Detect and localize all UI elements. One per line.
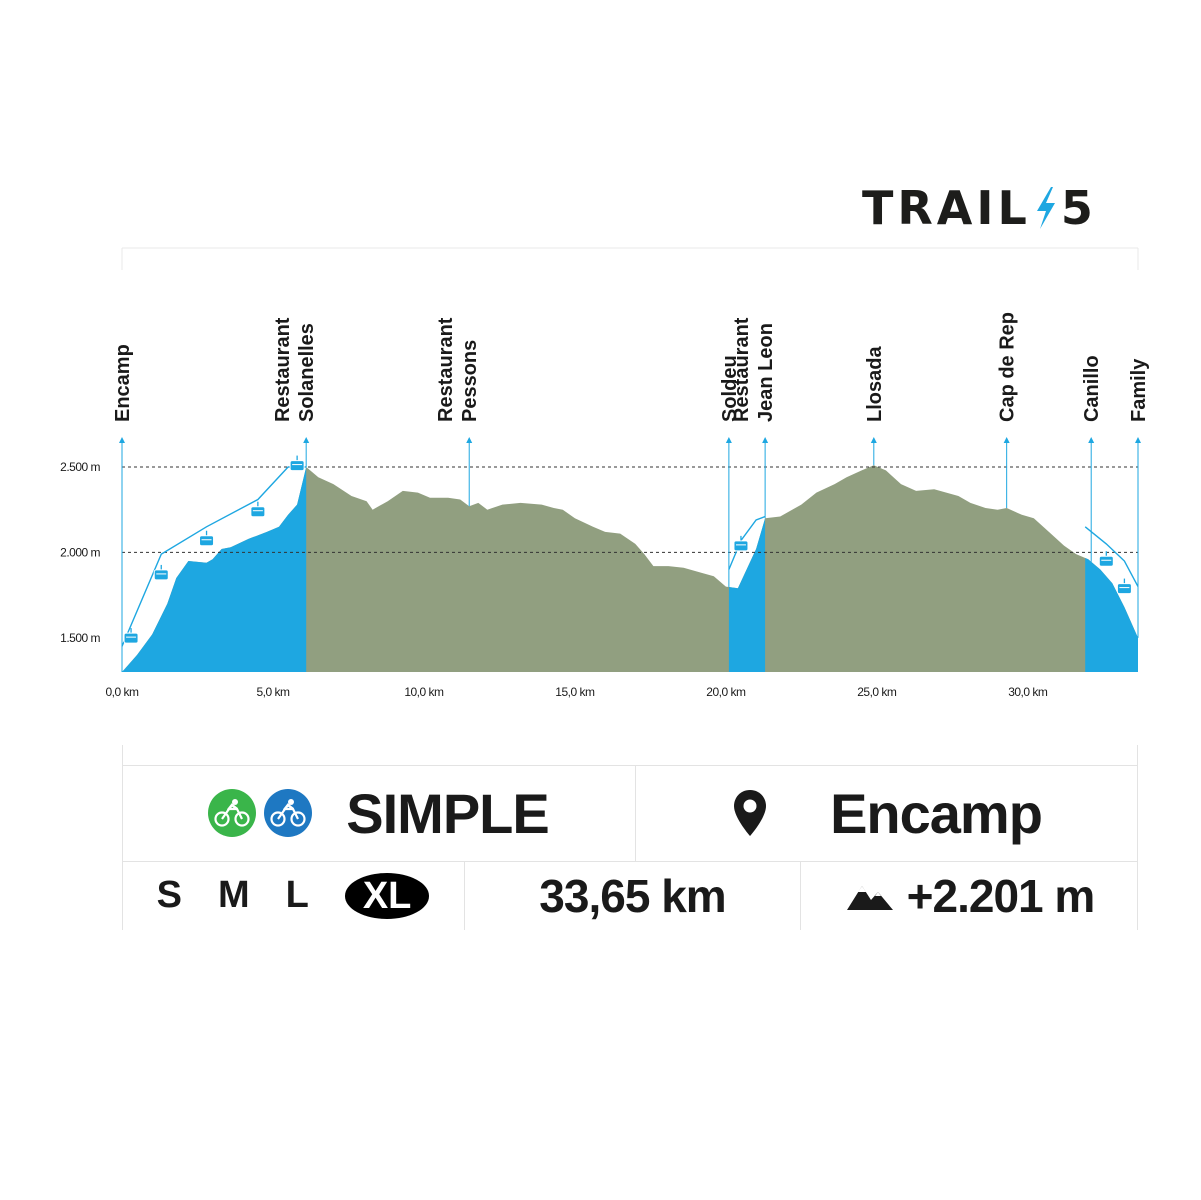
info-row-top: SIMPLE Encamp bbox=[122, 765, 1138, 861]
waypoint-label: Solanelles bbox=[296, 323, 318, 422]
x-tick-label: 30,0 km bbox=[1008, 685, 1048, 699]
cable-line-2 bbox=[1084, 526, 1139, 587]
distance-cell: 33,65 km bbox=[465, 861, 801, 930]
distance-value: 33,65 km bbox=[539, 869, 726, 922]
green-bike-icon bbox=[208, 789, 257, 837]
waypoint-arrow-icon bbox=[725, 437, 732, 443]
lift-area-0 bbox=[122, 467, 307, 672]
waypoint-arrow-icon bbox=[303, 437, 310, 443]
waypoint-arrow-icon bbox=[870, 437, 877, 443]
waypoint-arrow-icon bbox=[762, 437, 769, 443]
cable-line-1 bbox=[728, 515, 766, 570]
info-mid-border bbox=[122, 861, 1138, 862]
x-tick-label: 0,0 km bbox=[105, 685, 139, 699]
lift-area-2 bbox=[1085, 558, 1138, 672]
waypoint-arrow-icon bbox=[1088, 437, 1095, 443]
x-tick-label: 5,0 km bbox=[256, 685, 290, 699]
cabin-icon bbox=[153, 564, 169, 581]
waypoint-arrow-icon bbox=[1003, 437, 1010, 443]
size-s: S bbox=[156, 874, 182, 916]
info-left-border bbox=[122, 745, 123, 930]
size-l: L bbox=[285, 874, 309, 916]
route-info: SIMPLE Encamp S M L XL 33,65 km bbox=[122, 745, 1138, 930]
trail-logo: TRAIL 5 bbox=[862, 182, 1097, 234]
waypoint-label: Canillo bbox=[1081, 355, 1103, 422]
logo-text-right: 5 bbox=[1060, 181, 1097, 235]
cabin-body bbox=[1116, 583, 1132, 595]
trail-area bbox=[122, 465, 1138, 672]
waypoint-arrow-icon bbox=[466, 437, 473, 443]
info-row-bottom: S M L XL 33,65 km +2.201 m bbox=[122, 861, 1138, 930]
info-right-border bbox=[1137, 745, 1138, 930]
waypoint-label: Jean Leon bbox=[755, 323, 777, 422]
lift-cables bbox=[121, 455, 1139, 647]
cabin-icon bbox=[250, 501, 266, 518]
waypoint-label: Family bbox=[1128, 358, 1150, 422]
x-tick-label: 25,0 km bbox=[857, 685, 897, 699]
lift-area-1 bbox=[728, 518, 766, 672]
size-xl-selected: XL bbox=[344, 872, 430, 919]
start-location: Encamp bbox=[830, 781, 1043, 845]
cabin-icon bbox=[1116, 578, 1132, 595]
cabin-body bbox=[733, 540, 749, 552]
waypoint-label: Pessons bbox=[459, 340, 481, 422]
waypoint-label: Restaurant bbox=[272, 317, 294, 422]
cabin-body bbox=[153, 569, 169, 581]
location-pin-icon bbox=[734, 790, 767, 836]
start-cell: Encamp bbox=[636, 765, 1138, 861]
level-cell: SIMPLE bbox=[122, 765, 636, 861]
mountain-icon bbox=[846, 885, 893, 910]
waypoint-label: Cap de Rep bbox=[997, 312, 1019, 422]
cabin-body bbox=[1098, 555, 1114, 567]
y-tick-label: 1.500 m bbox=[60, 631, 100, 645]
waypoint-label: Llosada bbox=[864, 346, 886, 422]
x-tick-label: 20,0 km bbox=[706, 685, 746, 699]
x-tick-label: 10,0 km bbox=[404, 685, 444, 699]
cabin-body bbox=[289, 460, 305, 472]
waypoint-label: Soldeu bbox=[719, 355, 741, 422]
axis-labels: 0,0 km 5,0 km 10,0 km 15,0 km 20,0 km 25,0 km… bbox=[60, 460, 1048, 699]
elevation-profile-chart: Encamp Restaurant Solanelles Restaurant Pess… bbox=[60, 247, 1150, 699]
sizes-cell: S M L XL bbox=[122, 861, 465, 930]
cabin-icon bbox=[733, 535, 749, 552]
size-m: M bbox=[217, 874, 250, 916]
cabin-icon bbox=[199, 530, 215, 547]
waypoint-arrow-icon bbox=[1135, 437, 1141, 443]
info-top-border bbox=[122, 765, 1138, 766]
cabin-body bbox=[199, 535, 215, 547]
waypoint-label: Restaurant bbox=[731, 317, 753, 422]
elevation-cell: +2.201 m bbox=[801, 861, 1138, 930]
cabin-icon bbox=[289, 455, 305, 472]
cabin-icon bbox=[123, 628, 139, 644]
waypoint-label: Encamp bbox=[112, 344, 134, 422]
x-tick-label: 15,0 km bbox=[555, 685, 595, 699]
cabin-icon bbox=[1098, 551, 1114, 567]
logo-text-left: TRAIL bbox=[862, 181, 1031, 235]
level-value: SIMPLE bbox=[346, 781, 549, 845]
y-tick-label: 2.000 m bbox=[60, 545, 100, 559]
cabin-body bbox=[123, 632, 139, 644]
waypoints: Encamp Restaurant Solanelles Restaurant Pess… bbox=[112, 312, 1150, 672]
blue-bike-icon bbox=[264, 789, 313, 837]
elevation-gain-value: +2.201 m bbox=[906, 869, 1096, 922]
y-tick-label: 2.500 m bbox=[60, 460, 100, 474]
waypoint-arrow-icon bbox=[119, 437, 125, 443]
waypoint-label: Restaurant bbox=[435, 317, 457, 422]
profile-areas bbox=[122, 465, 1138, 672]
cabin-body bbox=[250, 506, 266, 518]
lightning-icon bbox=[1036, 187, 1055, 229]
